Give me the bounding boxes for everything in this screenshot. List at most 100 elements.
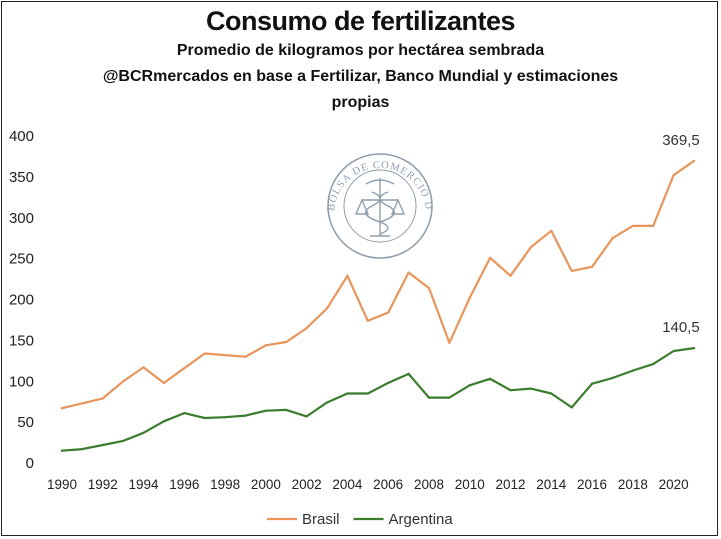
data-point-brasil (489, 256, 492, 259)
x-tick-label: 2004 (332, 477, 363, 492)
y-tick-label: 50 (17, 414, 34, 431)
data-point-argentina (631, 369, 634, 372)
chart-subtitle-line-3: propias (331, 94, 390, 111)
data-point-brasil (81, 402, 84, 405)
data-point-brasil (122, 380, 125, 383)
seal-inner-ring (343, 169, 417, 243)
data-point-brasil (325, 307, 329, 310)
caduceus-scales-icon (354, 178, 406, 237)
series-line-argentina (60, 347, 696, 452)
data-point-brasil (285, 340, 288, 344)
x-tick-label: 2014 (536, 477, 567, 492)
data-point-argentina (264, 409, 267, 412)
chart-title: Consumo de fertilizantes (205, 6, 516, 36)
data-point-argentina (427, 396, 431, 399)
data-point-brasil (692, 159, 696, 163)
data-point-argentina (285, 408, 288, 411)
data-point-brasil (570, 269, 573, 272)
data-point-brasil (509, 274, 512, 277)
y-tick-label: 150 (9, 332, 34, 349)
data-point-argentina (101, 443, 104, 447)
data-point-argentina (529, 387, 533, 390)
data-point-argentina (81, 448, 84, 451)
bcr-seal-watermark: BOLSA DE COMERCIO DE ROSARIO (0, 0, 434, 259)
y-tick-label: 100 (9, 373, 34, 390)
x-tick-label: 1994 (129, 477, 160, 492)
x-tick-label: 2008 (414, 477, 444, 492)
y-tick-label: 200 (9, 292, 34, 309)
data-point-brasil (631, 224, 634, 228)
x-tick-label: 2010 (455, 477, 485, 492)
data-point-brasil (427, 286, 431, 290)
data-point-brasil (60, 407, 64, 410)
seal-ring-text: BOLSA DE COMERCIO DE ROSARIO (0, 0, 434, 212)
series-group (60, 159, 696, 452)
data-point-argentina (122, 439, 125, 443)
data-point-brasil (590, 265, 594, 268)
x-tick-label: 2018 (618, 477, 648, 492)
data-point-argentina (183, 412, 186, 415)
series-line-brasil (60, 159, 696, 410)
data-point-brasil (264, 344, 267, 347)
data-point-argentina (468, 384, 471, 387)
x-tick-label: 2002 (292, 477, 322, 492)
legend-label-argentina: Argentina (389, 511, 454, 528)
data-point-argentina (60, 449, 64, 452)
data-point-argentina (203, 416, 206, 420)
data-point-argentina (611, 376, 614, 380)
legend-label-brasil: Brasil (302, 511, 340, 528)
data-point-brasil (101, 397, 104, 400)
y-tick-label: 400 (9, 128, 34, 145)
data-point-argentina (550, 392, 553, 395)
data-point-brasil (346, 274, 349, 277)
x-tick-label: 2000 (251, 477, 281, 492)
data-point-argentina (590, 382, 594, 385)
data-labels-group: 369,5 140,5 (662, 132, 700, 336)
x-tick-label: 2012 (495, 477, 525, 492)
data-point-argentina (489, 377, 492, 380)
x-tick-label: 1992 (88, 477, 118, 492)
x-tick-label: 1998 (210, 477, 240, 492)
data-point-brasil (305, 327, 308, 330)
data-point-brasil (366, 319, 369, 322)
data-point-argentina (652, 362, 655, 366)
y-tick-label: 250 (9, 251, 34, 268)
data-point-argentina (142, 431, 145, 434)
data-point-argentina (162, 420, 166, 423)
data-point-brasil (468, 296, 471, 299)
data-point-argentina (305, 415, 308, 418)
x-tick-label: 2020 (659, 477, 689, 492)
data-point-brasil (142, 366, 145, 369)
end-value-label-argentina: 140,5 (662, 319, 700, 336)
y-tick-label: 350 (9, 169, 34, 186)
axes-group: 0 50 100 150 200 250 300 350 400 1990 1992 1994 1996… (9, 128, 689, 492)
data-point-argentina (366, 392, 369, 395)
data-point-brasil (550, 229, 553, 232)
seal-outer-ring (327, 153, 433, 259)
data-point-argentina (570, 406, 573, 409)
legend: Brasil Argentina (267, 511, 453, 528)
chart-subtitle-line-2: @BCRmercados en base a Fertilizar, Banco… (102, 68, 619, 85)
data-point-brasil (183, 367, 186, 370)
data-point-argentina (244, 414, 247, 417)
data-point-argentina (448, 396, 451, 399)
x-tick-label: 1996 (169, 477, 199, 492)
x-tick-label: 2016 (577, 477, 607, 492)
data-point-brasil (529, 246, 533, 249)
data-point-argentina (509, 389, 512, 392)
data-point-brasil (407, 271, 410, 274)
data-point-argentina (692, 347, 696, 350)
data-point-argentina (325, 401, 329, 404)
data-point-argentina (672, 349, 675, 353)
data-point-brasil (203, 352, 206, 355)
data-point-argentina (387, 381, 390, 384)
data-point-argentina (346, 392, 349, 395)
data-point-brasil (448, 341, 451, 344)
data-point-brasil (162, 381, 166, 384)
data-point-brasil (611, 237, 614, 240)
x-tick-label: 2006 (373, 477, 403, 492)
data-point-brasil (387, 311, 390, 314)
data-point-brasil (244, 355, 247, 358)
